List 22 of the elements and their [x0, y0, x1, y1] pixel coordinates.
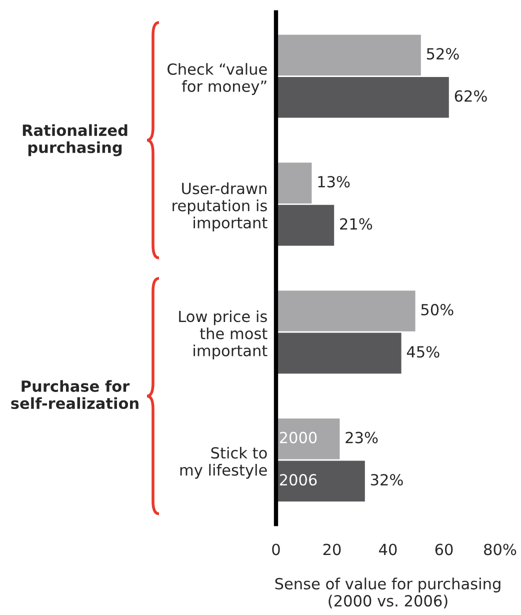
x-tick-label: 40: [379, 544, 397, 556]
text: Purchase for self-realization: [11, 380, 138, 410]
data-label: 45%: [406, 346, 440, 358]
data-label: 62%: [454, 90, 487, 102]
y-tick-label: User-drawn reputation is important: [172, 182, 268, 232]
x-axis-title: Sense of value for purchasing (2000 vs. 2006): [275, 578, 500, 608]
x-tick-label: 60: [435, 544, 453, 556]
x-tick-label: 0: [272, 544, 280, 556]
data-label: 50%: [421, 304, 454, 316]
text: Rationalized purchasing: [22, 124, 128, 156]
data-label: 21%: [340, 218, 372, 230]
x-tick-label: 80%: [484, 544, 516, 556]
x-tick-label: 20: [323, 544, 341, 556]
y-tick-label: Low price is the most important: [179, 310, 268, 360]
data-label: 13%: [318, 176, 350, 188]
series-label: 2000: [280, 432, 317, 444]
data-label: 52%: [426, 48, 459, 60]
data-label: 23%: [346, 432, 378, 444]
series-label: 2006: [280, 474, 317, 486]
y-tick-label: Check “value for money”: [168, 63, 267, 95]
data-label: 32%: [370, 474, 403, 486]
y-tick-label: Stick to my lifestyle: [180, 446, 267, 479]
